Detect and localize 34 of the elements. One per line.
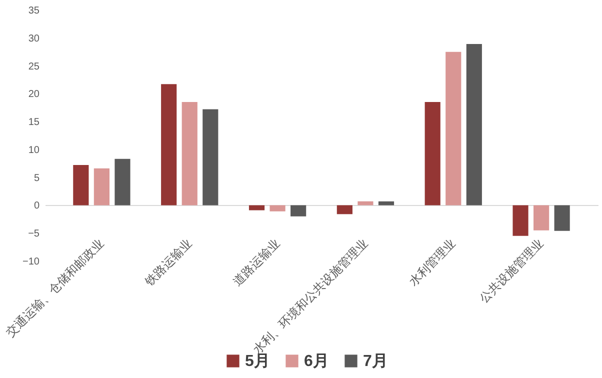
bar xyxy=(114,158,130,206)
bar xyxy=(512,205,528,236)
y-tick-label: 20 xyxy=(28,89,40,100)
bar xyxy=(534,205,550,230)
bar xyxy=(94,168,110,206)
y-tick-label: 10 xyxy=(28,144,40,156)
bar xyxy=(424,102,440,206)
bar xyxy=(270,205,286,212)
x-tick-label: 水利管理业 xyxy=(406,236,458,289)
y-tick-label: 0 xyxy=(34,200,40,212)
y-tick-label: −10 xyxy=(22,256,40,268)
bar xyxy=(202,109,218,206)
x-tick-label: 公共设施管理业 xyxy=(476,236,546,306)
bar xyxy=(336,205,352,214)
y-tick-label: 35 xyxy=(28,6,40,16)
bar xyxy=(290,205,306,216)
x-tick-label: 道路运输业 xyxy=(230,236,282,289)
legend-label: 5月 xyxy=(245,353,270,370)
y-tick-label: 25 xyxy=(28,61,40,72)
y-tick-label: 15 xyxy=(28,117,40,128)
bar xyxy=(182,102,198,206)
bar xyxy=(358,201,374,206)
bar xyxy=(554,205,570,231)
x-tick-label: 铁路运输业 xyxy=(142,236,195,290)
legend-label: 6月 xyxy=(304,353,329,370)
y-tick-label: 5 xyxy=(34,172,40,184)
bar xyxy=(73,165,89,206)
bar xyxy=(161,84,177,206)
bar xyxy=(248,205,265,210)
y-tick-label: −5 xyxy=(28,228,40,240)
bar xyxy=(466,44,482,206)
legend-label: 7月 xyxy=(363,353,388,370)
y-tick-label: 30 xyxy=(28,33,40,44)
bar xyxy=(446,52,462,206)
